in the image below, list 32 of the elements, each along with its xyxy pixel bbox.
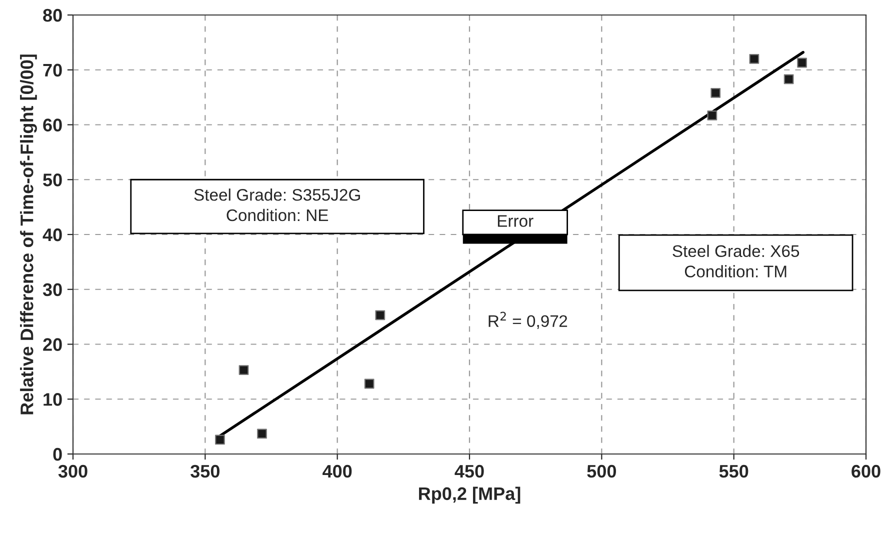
y-tick-label: 60 bbox=[43, 118, 62, 132]
x-tick-label: 500 bbox=[587, 464, 616, 478]
y-axis-title: Relative Difference of Time-of-Flight [0/00] bbox=[20, 54, 37, 414]
point bbox=[749, 54, 760, 64]
x-tick-label: 300 bbox=[58, 464, 88, 478]
y-tick-label: 50 bbox=[43, 174, 62, 186]
x-tick-label: 400 bbox=[322, 464, 352, 478]
point bbox=[238, 365, 249, 375]
y-tick-label: 80 bbox=[43, 8, 62, 22]
point bbox=[710, 88, 721, 98]
y-tick-label: 0 bbox=[53, 448, 62, 461]
annotation: Steel Grade: X65 Condition: TM bbox=[672, 244, 800, 278]
annotation: Steel Grade: S355J2G Condition: NE bbox=[194, 188, 360, 222]
point bbox=[215, 434, 225, 445]
y-tick-label: 20 bbox=[43, 338, 62, 351]
annotation: R$^{2}$ = 0,972 bbox=[488, 312, 568, 329]
y-tick-label: 40 bbox=[42, 228, 62, 242]
x-tick-label: 550 bbox=[719, 464, 748, 478]
x-tick-label: 600 bbox=[852, 464, 880, 478]
point bbox=[784, 74, 794, 84]
annotation: Error bbox=[498, 215, 534, 227]
point bbox=[257, 428, 267, 439]
point bbox=[375, 310, 386, 320]
point bbox=[364, 378, 374, 389]
point bbox=[707, 110, 718, 120]
x-axis-title: Rp0,2 [MPa] bbox=[419, 486, 520, 504]
y-tick-label: 10 bbox=[44, 393, 62, 406]
x-tick-label: 450 bbox=[454, 464, 484, 478]
point bbox=[797, 58, 807, 68]
x-tick-label: 350 bbox=[190, 464, 220, 478]
y-tick-label: 70 bbox=[43, 64, 62, 77]
y-tick-label: 30 bbox=[42, 283, 62, 296]
